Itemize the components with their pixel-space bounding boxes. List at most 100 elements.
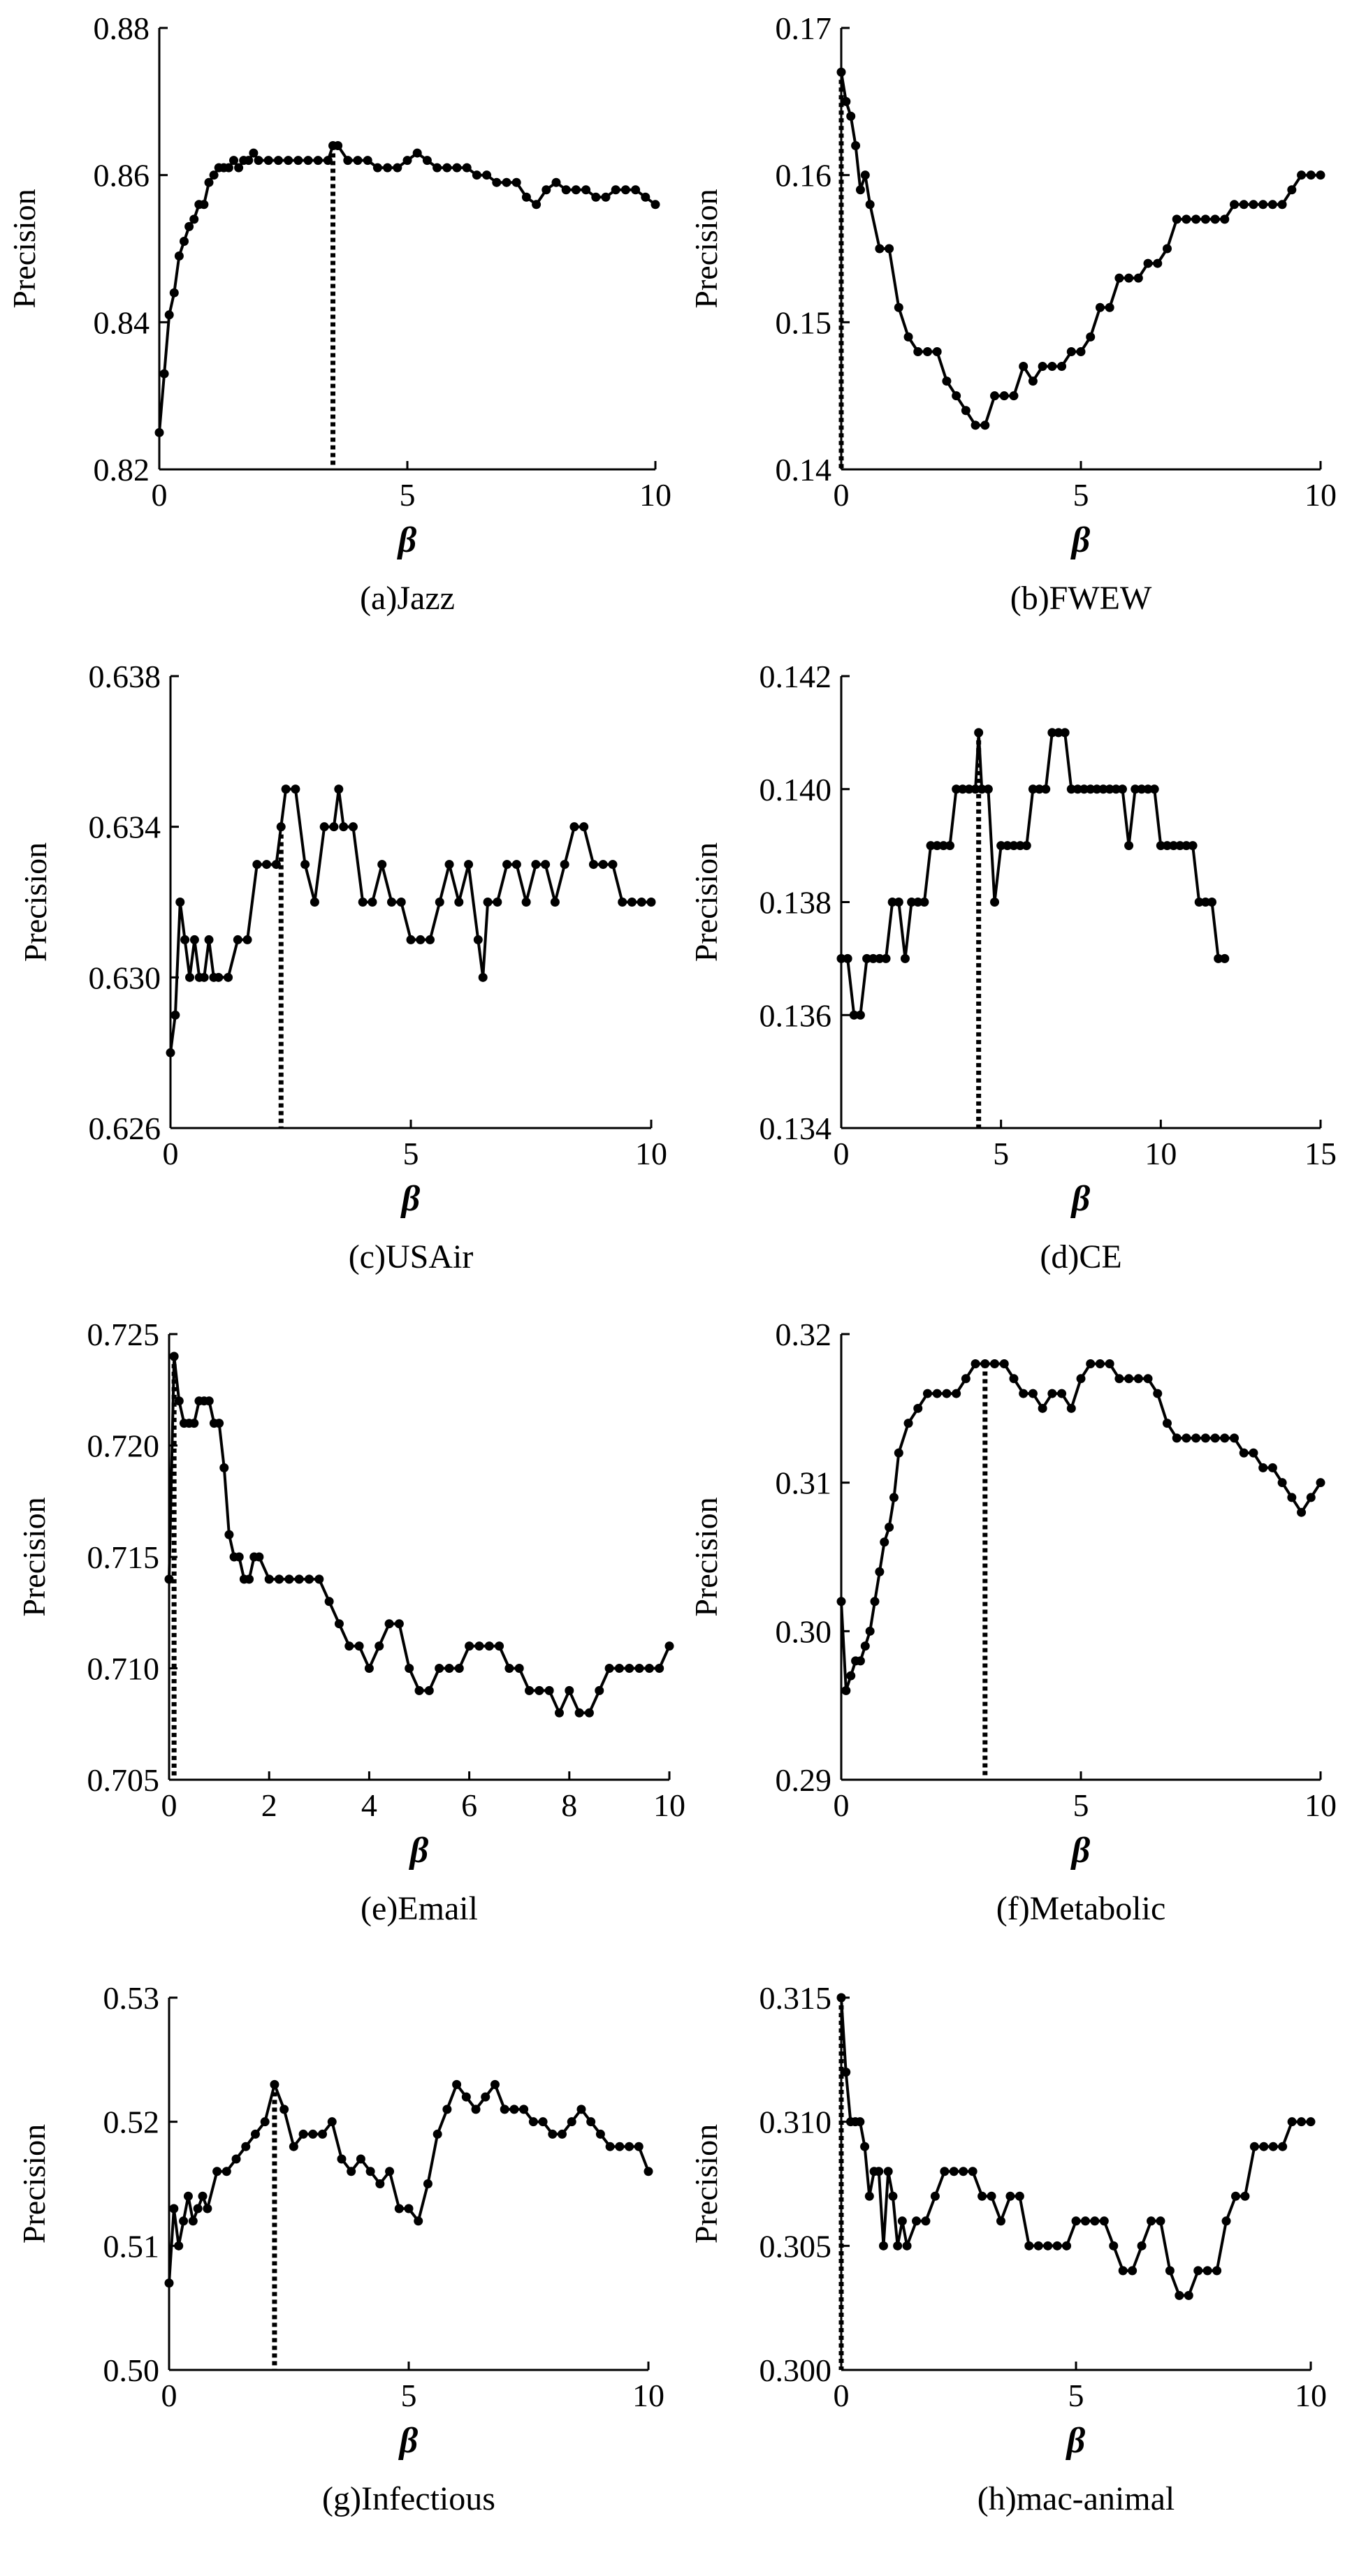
data-point bbox=[462, 163, 472, 173]
data-point bbox=[913, 1403, 923, 1413]
data-point bbox=[385, 2167, 395, 2176]
data-point bbox=[977, 784, 987, 794]
data-point bbox=[394, 2204, 404, 2213]
data-point bbox=[907, 898, 917, 907]
data-point bbox=[363, 156, 372, 166]
data-point bbox=[560, 860, 569, 870]
data-point bbox=[313, 156, 323, 166]
data-point bbox=[1200, 214, 1210, 224]
data-point bbox=[1095, 302, 1105, 312]
data-point bbox=[1149, 784, 1159, 794]
data-point bbox=[1009, 1374, 1019, 1384]
data-point bbox=[1092, 784, 1102, 794]
data-point bbox=[1220, 214, 1230, 224]
data-point bbox=[836, 1597, 846, 1607]
data-point bbox=[1015, 841, 1025, 851]
data-point bbox=[565, 1685, 574, 1695]
data-point bbox=[337, 2154, 347, 2164]
data-point bbox=[541, 860, 551, 870]
y-tick-label: 0.630 bbox=[89, 960, 161, 995]
data-point bbox=[894, 302, 903, 312]
data-point bbox=[1060, 728, 1070, 738]
data-point bbox=[442, 163, 452, 173]
data-point bbox=[1162, 244, 1172, 254]
series-line bbox=[840, 71, 1321, 427]
data-point bbox=[405, 1664, 414, 1673]
data-point bbox=[644, 2167, 653, 2176]
y-tick-label: 0.86 bbox=[94, 158, 150, 193]
data-point bbox=[922, 1389, 932, 1398]
data-point bbox=[558, 2129, 567, 2139]
data-point bbox=[356, 2154, 365, 2164]
data-point bbox=[604, 1664, 614, 1673]
data-point bbox=[484, 1641, 494, 1651]
data-point bbox=[433, 163, 442, 173]
data-point bbox=[1043, 2241, 1053, 2251]
data-point bbox=[426, 935, 435, 944]
data-point bbox=[1024, 2241, 1034, 2251]
data-point bbox=[932, 841, 942, 851]
data-point bbox=[836, 1993, 846, 2003]
data-point bbox=[293, 156, 303, 166]
data-point bbox=[637, 898, 646, 907]
x-axis-label: β bbox=[1070, 1179, 1091, 1219]
data-point bbox=[1111, 784, 1121, 794]
data-point bbox=[1015, 2191, 1024, 2201]
data-point bbox=[1230, 200, 1240, 210]
y-tick-label: 0.52 bbox=[103, 2105, 160, 2140]
data-point bbox=[625, 1664, 634, 1673]
data-point bbox=[1258, 1463, 1268, 1472]
data-point bbox=[1095, 1359, 1105, 1369]
data-point bbox=[595, 2129, 605, 2139]
data-point bbox=[221, 2167, 231, 2176]
data-point bbox=[885, 244, 894, 254]
data-point bbox=[464, 860, 474, 870]
data-point bbox=[519, 2105, 529, 2114]
data-point bbox=[1182, 841, 1191, 851]
data-point bbox=[1047, 728, 1057, 738]
data-point bbox=[932, 346, 942, 356]
x-tick-label: 5 bbox=[401, 2378, 417, 2413]
data-point bbox=[343, 156, 353, 166]
data-point bbox=[481, 2092, 490, 2102]
data-point bbox=[339, 822, 349, 832]
data-point bbox=[1041, 784, 1051, 794]
data-point bbox=[271, 860, 281, 870]
data-point bbox=[482, 170, 492, 180]
y-tick-label: 0.84 bbox=[94, 305, 150, 340]
data-point bbox=[1147, 2216, 1156, 2226]
panel-5: 0 2 4 6 8 10 0.705 0.710 0.715 0.720 0.725 β Precisi… bbox=[16, 1317, 685, 1927]
data-point bbox=[930, 2191, 940, 2201]
data-point bbox=[535, 1685, 544, 1695]
data-point bbox=[913, 898, 923, 907]
data-point bbox=[404, 2204, 414, 2213]
data-point bbox=[836, 67, 846, 77]
data-point bbox=[1277, 1478, 1287, 1488]
x-tick-label: 0 bbox=[834, 1787, 850, 1823]
data-point bbox=[344, 1641, 354, 1651]
data-point bbox=[327, 2117, 337, 2127]
data-point bbox=[1162, 841, 1172, 851]
data-point bbox=[598, 860, 608, 870]
data-point bbox=[885, 1522, 894, 1532]
data-point bbox=[209, 170, 219, 180]
data-point bbox=[1086, 332, 1096, 342]
data-point bbox=[1009, 391, 1019, 401]
data-point bbox=[414, 1685, 424, 1695]
data-point bbox=[541, 185, 551, 195]
data-point bbox=[864, 2191, 874, 2201]
panel-7: 0 5 10 0.50 0.51 0.52 0.53 β Precision (g)Infecti… bbox=[16, 1980, 664, 2517]
data-point bbox=[263, 156, 273, 166]
x-tick-label: 5 bbox=[1073, 1787, 1089, 1823]
data-point bbox=[1277, 200, 1287, 210]
data-point bbox=[579, 822, 589, 832]
data-point bbox=[435, 898, 444, 907]
data-point bbox=[996, 2216, 1005, 2226]
data-point bbox=[495, 1641, 504, 1651]
data-point bbox=[1143, 784, 1153, 794]
data-point bbox=[284, 1574, 294, 1584]
data-point bbox=[987, 2191, 996, 2201]
data-point bbox=[532, 200, 541, 210]
data-point bbox=[1073, 784, 1082, 794]
data-point bbox=[199, 972, 209, 982]
